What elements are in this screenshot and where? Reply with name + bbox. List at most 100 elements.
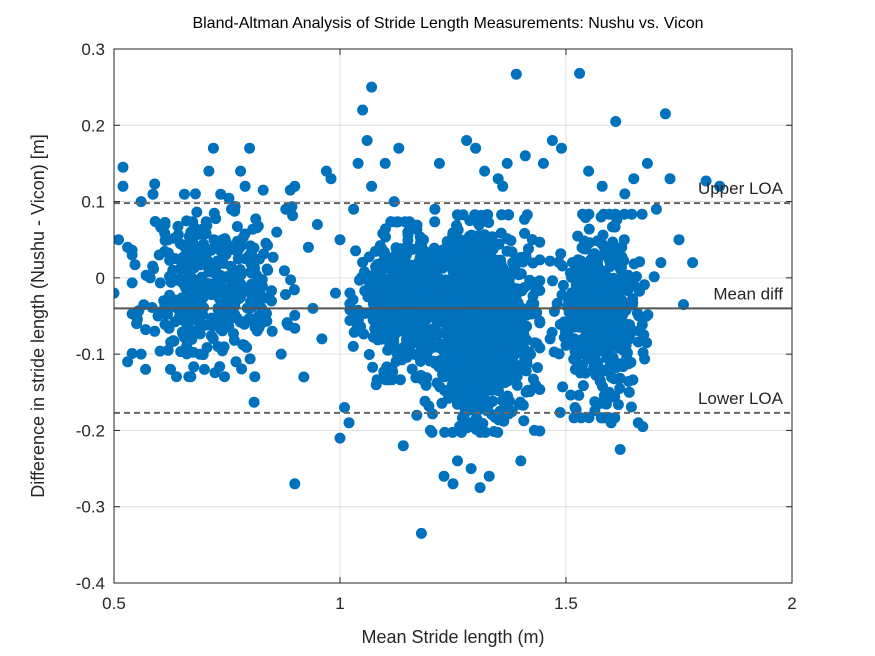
data-point [450, 358, 462, 370]
data-point [473, 286, 485, 298]
data-point [244, 249, 256, 261]
data-point [618, 234, 630, 246]
data-point [439, 426, 451, 438]
data-point [512, 286, 524, 298]
data-point [244, 142, 256, 154]
data-point [586, 301, 598, 313]
x-axis-label: Mean Stride length (m) [361, 627, 544, 647]
data-point [622, 269, 634, 281]
data-point [354, 274, 365, 286]
data-point [278, 265, 290, 277]
data-point [492, 426, 504, 438]
data-point [497, 180, 509, 192]
data-point [361, 135, 373, 146]
data-point [425, 272, 437, 284]
data-point [253, 310, 265, 322]
reference-line-label: Mean diff [713, 284, 783, 303]
data-point [534, 317, 546, 329]
data-point [131, 318, 143, 330]
data-point [466, 319, 478, 331]
data-point [597, 229, 609, 241]
data-point [179, 280, 191, 292]
data-point [372, 329, 384, 341]
data-point [126, 249, 138, 261]
data-point [289, 309, 301, 321]
data-point [609, 208, 621, 220]
data-point [614, 372, 626, 384]
data-point [493, 238, 505, 250]
data-point [415, 318, 426, 330]
data-point [348, 203, 360, 215]
data-point [544, 255, 556, 267]
data-point [587, 343, 599, 355]
data-point [503, 347, 515, 359]
data-point [537, 157, 549, 169]
data-point [398, 341, 410, 353]
data-point [513, 360, 525, 372]
data-point [431, 377, 443, 389]
data-point [366, 180, 378, 192]
data-point [140, 363, 152, 375]
data-point [519, 213, 530, 225]
data-point [648, 271, 660, 283]
data-point [456, 366, 468, 378]
data-point [149, 325, 161, 337]
data-point [592, 363, 604, 375]
data-point [185, 371, 197, 383]
data-point [415, 370, 427, 381]
data-point [577, 315, 589, 327]
data-point [181, 215, 193, 227]
data-point [492, 293, 504, 305]
data-point [634, 256, 646, 268]
data-point [556, 260, 568, 272]
data-point [117, 161, 129, 173]
data-point [221, 287, 233, 299]
data-point [386, 260, 398, 272]
data-point [575, 304, 586, 315]
data-point [623, 375, 635, 387]
data-point [379, 157, 391, 169]
data-point [610, 335, 622, 347]
data-point [438, 470, 450, 482]
data-point [513, 344, 525, 356]
data-point [288, 284, 300, 296]
data-point [352, 157, 364, 169]
data-point [144, 272, 156, 284]
data-point [486, 286, 498, 298]
data-point [628, 173, 640, 185]
data-point [343, 417, 355, 429]
data-point [238, 339, 250, 351]
data-point [429, 203, 441, 215]
data-point [655, 257, 667, 269]
data-point [390, 248, 402, 260]
scatter-points [114, 67, 726, 539]
data-point [525, 348, 536, 360]
data-point [135, 196, 147, 208]
data-point [402, 226, 414, 238]
data-point [614, 383, 626, 394]
data-point [498, 415, 510, 427]
x-tick-label: 0.5 [102, 594, 126, 613]
data-point [219, 371, 230, 383]
data-point [569, 402, 581, 413]
data-point [557, 279, 569, 291]
data-point [370, 379, 382, 391]
data-point [632, 336, 644, 348]
data-point [431, 330, 443, 342]
data-point [250, 294, 262, 305]
data-point [584, 290, 596, 302]
data-point [570, 351, 582, 363]
data-point [598, 346, 610, 358]
data-point [350, 245, 362, 257]
data-point [206, 312, 218, 324]
data-point [444, 390, 456, 402]
data-point [451, 285, 462, 297]
data-point [402, 310, 414, 321]
data-point [394, 374, 406, 386]
data-point [227, 307, 239, 319]
data-point [575, 412, 587, 424]
data-point [580, 329, 592, 341]
y-tick-label: 0.1 [81, 193, 105, 212]
data-point [504, 311, 516, 323]
reference-line-label: Upper LOA [698, 179, 784, 198]
